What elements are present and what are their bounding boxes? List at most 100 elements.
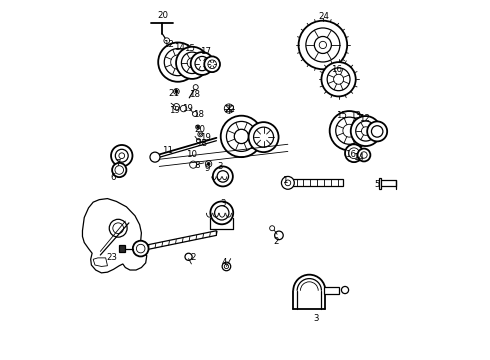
Circle shape bbox=[109, 219, 127, 237]
Text: 4: 4 bbox=[222, 258, 227, 267]
Circle shape bbox=[191, 52, 214, 75]
Circle shape bbox=[119, 153, 124, 158]
Circle shape bbox=[176, 47, 208, 79]
Text: 23: 23 bbox=[107, 253, 118, 262]
Polygon shape bbox=[142, 231, 217, 251]
Circle shape bbox=[187, 58, 197, 68]
Circle shape bbox=[208, 60, 217, 68]
Circle shape bbox=[173, 104, 180, 110]
Text: 12: 12 bbox=[163, 40, 174, 49]
Polygon shape bbox=[82, 199, 147, 273]
Circle shape bbox=[190, 161, 197, 168]
Circle shape bbox=[315, 36, 331, 54]
Circle shape bbox=[210, 202, 233, 224]
Text: 2: 2 bbox=[274, 237, 279, 246]
Circle shape bbox=[205, 161, 212, 167]
Circle shape bbox=[319, 41, 326, 49]
Text: 18: 18 bbox=[193, 111, 204, 120]
Text: 15: 15 bbox=[184, 44, 195, 53]
Bar bbox=[119, 245, 124, 252]
Circle shape bbox=[367, 121, 387, 141]
Circle shape bbox=[133, 241, 148, 256]
Circle shape bbox=[196, 125, 200, 129]
Text: 9: 9 bbox=[205, 164, 210, 173]
Bar bbox=[288, 179, 343, 186]
Text: 10: 10 bbox=[186, 150, 197, 159]
Circle shape bbox=[253, 127, 273, 147]
Text: 14: 14 bbox=[353, 153, 364, 162]
Circle shape bbox=[330, 111, 369, 150]
Text: 19: 19 bbox=[199, 133, 210, 142]
Circle shape bbox=[222, 262, 231, 271]
Circle shape bbox=[197, 126, 199, 128]
Text: 15: 15 bbox=[336, 111, 347, 120]
Text: 16: 16 bbox=[345, 150, 356, 159]
Circle shape bbox=[345, 144, 363, 162]
Circle shape bbox=[150, 152, 160, 162]
Circle shape bbox=[193, 111, 197, 116]
Circle shape bbox=[181, 52, 203, 73]
Circle shape bbox=[226, 121, 256, 152]
Circle shape bbox=[158, 42, 197, 82]
Text: 2: 2 bbox=[191, 253, 196, 262]
Circle shape bbox=[198, 132, 203, 137]
Polygon shape bbox=[93, 258, 107, 266]
Text: 14: 14 bbox=[174, 43, 186, 52]
Text: 19: 19 bbox=[169, 106, 180, 115]
Text: 18: 18 bbox=[196, 139, 207, 148]
Bar bbox=[379, 178, 381, 189]
Circle shape bbox=[343, 124, 356, 137]
Circle shape bbox=[213, 166, 233, 186]
Circle shape bbox=[215, 206, 229, 220]
Circle shape bbox=[185, 253, 192, 260]
Circle shape bbox=[224, 104, 234, 113]
Text: 8: 8 bbox=[194, 161, 199, 170]
Circle shape bbox=[111, 145, 132, 166]
Text: 21: 21 bbox=[169, 89, 180, 98]
Text: 18: 18 bbox=[189, 90, 200, 99]
Circle shape bbox=[115, 149, 128, 162]
Text: 5: 5 bbox=[374, 180, 380, 189]
Circle shape bbox=[207, 162, 210, 165]
Text: 3: 3 bbox=[221, 199, 226, 208]
Text: 17: 17 bbox=[200, 47, 211, 56]
Circle shape bbox=[362, 127, 370, 135]
Circle shape bbox=[270, 226, 275, 231]
Circle shape bbox=[248, 122, 279, 152]
Circle shape bbox=[336, 117, 363, 144]
Circle shape bbox=[298, 21, 347, 69]
Circle shape bbox=[180, 105, 187, 112]
Circle shape bbox=[164, 38, 170, 44]
Circle shape bbox=[281, 176, 294, 189]
Bar bbox=[379, 180, 396, 186]
Text: 3: 3 bbox=[314, 314, 319, 323]
Text: 3: 3 bbox=[217, 162, 223, 171]
Circle shape bbox=[351, 116, 381, 146]
Circle shape bbox=[321, 62, 356, 96]
Circle shape bbox=[358, 149, 370, 161]
Text: 7: 7 bbox=[116, 159, 121, 168]
Circle shape bbox=[112, 163, 126, 177]
Circle shape bbox=[217, 171, 228, 182]
Text: 24: 24 bbox=[318, 12, 329, 21]
Circle shape bbox=[173, 89, 179, 94]
Text: 22: 22 bbox=[224, 105, 236, 114]
Text: 1: 1 bbox=[282, 176, 288, 185]
Circle shape bbox=[285, 180, 291, 186]
Circle shape bbox=[115, 166, 123, 174]
Text: 12: 12 bbox=[359, 114, 370, 123]
Circle shape bbox=[136, 244, 145, 253]
Circle shape bbox=[356, 121, 376, 141]
Text: 19: 19 bbox=[182, 104, 193, 113]
Circle shape bbox=[171, 55, 185, 69]
Circle shape bbox=[199, 133, 201, 135]
Text: 6: 6 bbox=[111, 173, 116, 182]
Circle shape bbox=[195, 57, 209, 71]
Circle shape bbox=[193, 85, 198, 90]
Circle shape bbox=[196, 139, 201, 143]
Circle shape bbox=[361, 152, 367, 158]
Circle shape bbox=[334, 74, 343, 84]
Text: 13: 13 bbox=[350, 111, 361, 120]
Circle shape bbox=[371, 126, 383, 137]
Circle shape bbox=[164, 49, 192, 76]
